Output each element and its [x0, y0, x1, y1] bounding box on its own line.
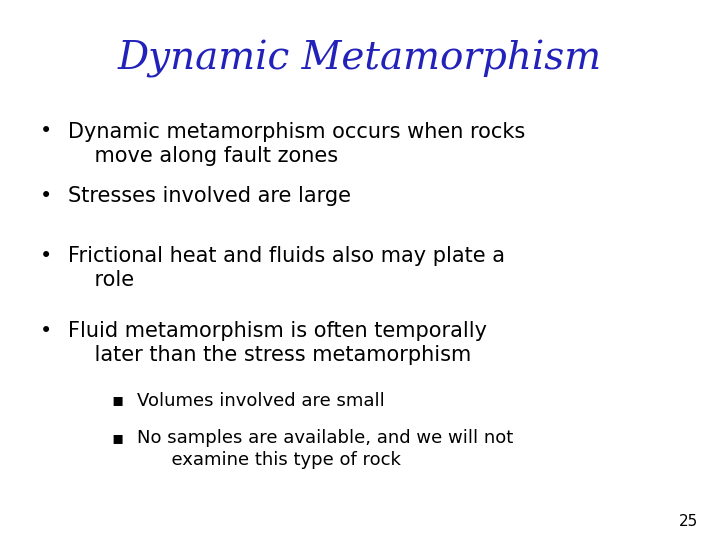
Text: •: • — [40, 186, 52, 206]
Text: ▪: ▪ — [112, 392, 124, 409]
Text: Dynamic Metamorphism: Dynamic Metamorphism — [118, 40, 602, 78]
Text: Dynamic metamorphism occurs when rocks
    move along fault zones: Dynamic metamorphism occurs when rocks m… — [68, 122, 526, 165]
Text: Frictional heat and fluids also may plate a
    role: Frictional heat and fluids also may plat… — [68, 246, 505, 289]
Text: Volumes involved are small: Volumes involved are small — [137, 392, 384, 409]
Text: •: • — [40, 321, 52, 341]
Text: •: • — [40, 122, 52, 141]
Text: ▪: ▪ — [112, 429, 124, 447]
Text: •: • — [40, 246, 52, 266]
Text: Fluid metamorphism is often temporally
    later than the stress metamorphism: Fluid metamorphism is often temporally l… — [68, 321, 487, 365]
Text: Stresses involved are large: Stresses involved are large — [68, 186, 351, 206]
Text: No samples are available, and we will not
      examine this type of rock: No samples are available, and we will no… — [137, 429, 513, 469]
Text: 25: 25 — [679, 514, 698, 529]
